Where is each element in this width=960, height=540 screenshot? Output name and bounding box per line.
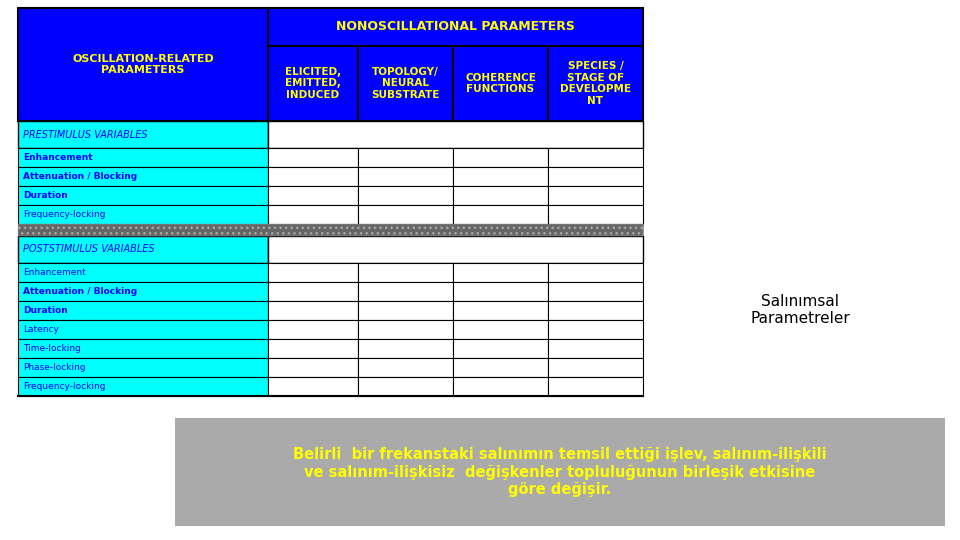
Bar: [453, 263, 548, 282]
Text: Salınımsal
Parametreler: Salınımsal Parametreler: [750, 294, 850, 326]
Bar: [358, 186, 453, 205]
Text: SPECIES /
STAGE OF
DEVELOPME
NT: SPECIES / STAGE OF DEVELOPME NT: [560, 61, 631, 106]
Text: Latency: Latency: [23, 325, 59, 334]
Text: PRESTIMULUS VARIABLES: PRESTIMULUS VARIABLES: [23, 130, 148, 139]
Bar: [548, 263, 643, 282]
Text: Enhancement: Enhancement: [23, 153, 92, 162]
Text: Belirli  bir frekanstaki salınımın temsil ettiği işlev, salınım-ilişkili
ve salı: Belirli bir frekanstaki salınımın temsil…: [293, 447, 827, 497]
Bar: [358, 148, 453, 167]
Bar: [268, 282, 358, 301]
Bar: [18, 339, 268, 358]
Bar: [358, 205, 453, 224]
Bar: [358, 301, 453, 320]
Text: Duration: Duration: [23, 191, 68, 200]
Bar: [18, 205, 268, 224]
Bar: [18, 8, 268, 121]
Bar: [268, 263, 358, 282]
Bar: [18, 224, 643, 236]
Bar: [453, 186, 548, 205]
Bar: [18, 320, 268, 339]
Bar: [358, 167, 453, 186]
Bar: [268, 8, 643, 46]
Bar: [268, 121, 643, 148]
Bar: [268, 301, 358, 320]
Text: Enhancement: Enhancement: [23, 268, 85, 277]
Bar: [548, 339, 643, 358]
Bar: [18, 121, 268, 148]
Bar: [18, 282, 268, 301]
Text: Duration: Duration: [23, 306, 68, 315]
Text: NONOSCILLATIONAL PARAMETERS: NONOSCILLATIONAL PARAMETERS: [336, 21, 575, 33]
Bar: [358, 358, 453, 377]
Bar: [18, 148, 268, 167]
Text: Frequency-locking: Frequency-locking: [23, 210, 106, 219]
Text: Time-locking: Time-locking: [23, 344, 81, 353]
Bar: [453, 339, 548, 358]
Text: Frequency-locking: Frequency-locking: [23, 382, 106, 391]
Text: COHERENCE
FUNCTIONS: COHERENCE FUNCTIONS: [465, 73, 536, 94]
Text: OSCILLATION-RELATED
PARAMETERS: OSCILLATION-RELATED PARAMETERS: [72, 53, 214, 75]
Bar: [358, 339, 453, 358]
Text: Attenuation / Blocking: Attenuation / Blocking: [23, 172, 137, 181]
Bar: [358, 377, 453, 396]
Bar: [18, 224, 643, 236]
Bar: [453, 167, 548, 186]
Bar: [548, 358, 643, 377]
Bar: [453, 282, 548, 301]
Bar: [548, 46, 643, 121]
Bar: [18, 236, 268, 263]
Bar: [548, 320, 643, 339]
Bar: [453, 148, 548, 167]
Bar: [453, 358, 548, 377]
Bar: [268, 167, 358, 186]
Bar: [268, 186, 358, 205]
Text: Phase-locking: Phase-locking: [23, 363, 85, 372]
Bar: [548, 301, 643, 320]
Bar: [453, 205, 548, 224]
Bar: [268, 339, 358, 358]
Bar: [453, 46, 548, 121]
Bar: [18, 186, 268, 205]
Bar: [268, 377, 358, 396]
Bar: [18, 263, 268, 282]
Text: Attenuation / Blocking: Attenuation / Blocking: [23, 287, 137, 296]
Bar: [18, 301, 268, 320]
Bar: [18, 377, 268, 396]
Bar: [268, 358, 358, 377]
Bar: [548, 205, 643, 224]
Bar: [268, 46, 358, 121]
Bar: [548, 186, 643, 205]
Text: TOPOLOGY/
NEURAL
SUBSTRATE: TOPOLOGY/ NEURAL SUBSTRATE: [372, 67, 440, 100]
Bar: [358, 46, 453, 121]
Bar: [548, 377, 643, 396]
Text: ELICITED,
EMITTED,
INDUCED: ELICITED, EMITTED, INDUCED: [285, 67, 341, 100]
Bar: [175, 418, 945, 526]
Bar: [18, 167, 268, 186]
Bar: [268, 205, 358, 224]
Bar: [358, 263, 453, 282]
Bar: [453, 377, 548, 396]
Bar: [548, 282, 643, 301]
Bar: [268, 236, 643, 263]
Bar: [358, 320, 453, 339]
Bar: [548, 167, 643, 186]
Bar: [358, 282, 453, 301]
Text: POSTSTIMULUS VARIABLES: POSTSTIMULUS VARIABLES: [23, 245, 155, 254]
Bar: [453, 320, 548, 339]
Bar: [268, 320, 358, 339]
Bar: [18, 358, 268, 377]
Bar: [268, 148, 358, 167]
Bar: [548, 148, 643, 167]
Bar: [453, 301, 548, 320]
